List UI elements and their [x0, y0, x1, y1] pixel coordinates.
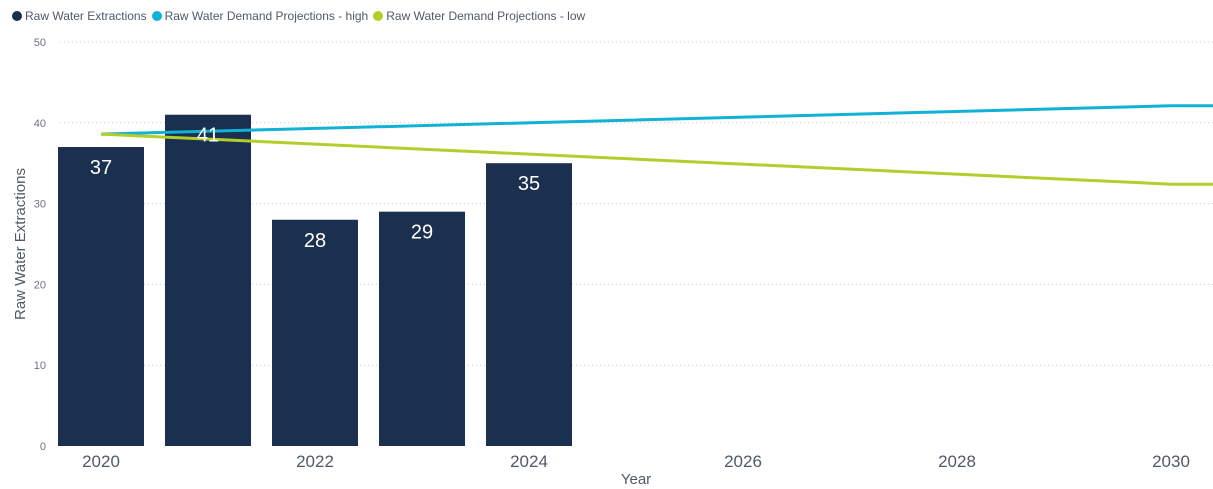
bar-value-label: 35 [518, 173, 540, 195]
bar [272, 219, 358, 446]
x-tick-label: 2028 [938, 452, 976, 471]
legend-marker-projection-high [151, 11, 162, 21]
x-tick-label: 2022 [296, 452, 334, 471]
bar-value-label: 28 [304, 230, 326, 252]
y-axis-ticks: 0 10 20 30 40 50 [34, 37, 46, 453]
x-tick-label: 2026 [724, 452, 762, 471]
legend-item-projection-high[interactable]: Raw Water Demand Projections - high [151, 9, 369, 23]
y-tick-label: 50 [34, 37, 46, 49]
legend-label-projection-low: Raw Water Demand Projections - low [386, 9, 586, 23]
y-axis-title: Raw Water Extractions [12, 168, 29, 320]
x-tick-label: 2030 [1152, 452, 1190, 471]
bars-extractions [58, 114, 572, 447]
series-line [100, 104, 1213, 136]
bar-data-labels: 37 41 28 29 35 [90, 125, 540, 252]
legend-marker-extractions [12, 11, 22, 21]
y-tick-label: 40 [34, 118, 46, 130]
bar [165, 114, 251, 446]
y-tick-label: 30 [34, 199, 46, 211]
legend-item-projection-low[interactable]: Raw Water Demand Projections - low [373, 9, 585, 23]
gridlines [60, 41, 1213, 366]
chart-legend: Raw Water Extractions Raw Water Demand P… [12, 9, 590, 23]
series-line [100, 132, 1213, 186]
x-tick-label: 2024 [510, 452, 548, 471]
legend-label-extractions: Raw Water Extractions [25, 9, 147, 23]
y-tick-label: 20 [34, 279, 46, 291]
x-tick-label: 2020 [82, 452, 120, 471]
legend-label-projection-high: Raw Water Demand Projections - high [164, 9, 369, 23]
legend-item-extractions[interactable]: Raw Water Extractions [12, 9, 147, 23]
y-tick-label: 0 [40, 441, 46, 453]
y-tick-label: 10 [34, 360, 46, 372]
bar-value-label: 37 [90, 157, 112, 179]
projection-lines [100, 104, 1213, 186]
bar-value-label: 41 [197, 125, 219, 147]
bar [486, 163, 572, 446]
legend-marker-projection-low [373, 11, 384, 21]
bar-value-label: 29 [411, 222, 433, 244]
bar [379, 211, 465, 446]
x-axis-title: Year [621, 471, 651, 488]
bar [58, 147, 144, 447]
x-axis-ticks: 2020 2022 2024 2026 2028 2030 [82, 452, 1190, 471]
